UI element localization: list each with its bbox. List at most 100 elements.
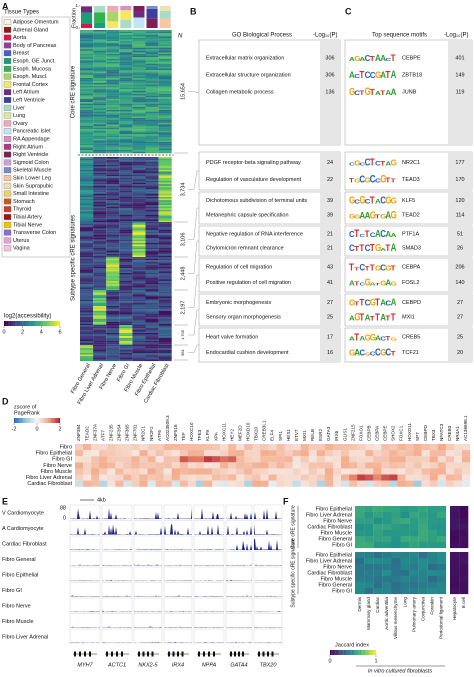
coverage-track [134, 595, 162, 597]
column-label: ZNF365 [125, 424, 130, 441]
gene-label: NPPA [202, 662, 217, 668]
heatmap-cell [132, 325, 146, 327]
column-label: ZNF37A [92, 423, 97, 441]
heatmap-cell [158, 263, 172, 266]
heatmap-cell [132, 195, 146, 198]
motif-letter: G [354, 54, 360, 63]
heatmap-cell [158, 78, 172, 80]
heatmap-cell [93, 70, 107, 72]
track-frame [69, 535, 101, 551]
heatmap-cell [252, 462, 261, 469]
heatmap-cell [106, 55, 120, 58]
heatmap-cell [93, 342, 107, 345]
heatmap-cell [106, 145, 120, 147]
heatmap-cell [158, 57, 172, 59]
heatmap-cell [119, 266, 133, 269]
heatmap-cell [123, 468, 132, 475]
heatmap-cell [158, 205, 172, 207]
motif-name: ZBTB18 [402, 72, 422, 78]
heatmap-cell [80, 269, 94, 272]
heatmap-cell [450, 536, 460, 543]
column-label: XPA [213, 431, 218, 441]
heatmap-cell [132, 341, 146, 343]
track-frame [163, 628, 193, 644]
heatmap-cell [80, 74, 94, 77]
colorbar-step [333, 650, 335, 655]
heatmap-cell [365, 480, 374, 487]
heatmap-cell [115, 450, 124, 457]
heatmap-cell [132, 181, 146, 183]
colorbar-tick-label: 1 [374, 658, 377, 664]
heatmap-cell [158, 302, 172, 305]
colorbar-title: log2(accessibility) [4, 314, 51, 320]
colorbar-step [350, 650, 352, 655]
heatmap-cell [106, 113, 120, 115]
heatmap-cell [132, 142, 146, 144]
heatmap-cell [459, 536, 469, 543]
heatmap-cell [145, 177, 159, 180]
heatmap-cell [106, 200, 120, 202]
heatmap-cell [106, 317, 120, 319]
heatmap-cell [93, 268, 107, 270]
coverage-track [134, 564, 162, 566]
heatmap-cell [119, 351, 133, 354]
heatmap-cell [80, 66, 94, 69]
fraction-segment [146, 18, 158, 28]
heatmap-cell [145, 39, 159, 42]
heatmap-cell [171, 450, 180, 457]
heatmap-cell [132, 322, 146, 324]
heatmap-cell [80, 342, 94, 345]
heatmap-cell [106, 271, 120, 274]
motif-letter: A [375, 91, 381, 97]
heatmap-cell [382, 506, 392, 513]
p-value: 27 [457, 300, 463, 306]
legend-entry: Skin Suprapubic [13, 183, 53, 189]
heatmap-cell [106, 249, 120, 251]
legend-entry: Transverse Colon [13, 230, 56, 236]
column-label: CEBPE [383, 425, 388, 441]
heatmap-cell [80, 42, 94, 45]
panel-label: B [190, 6, 197, 16]
heatmap-cell [461, 444, 471, 451]
heatmap-cell [145, 127, 159, 130]
heatmap-cell [158, 339, 172, 342]
p-value: 51 [457, 232, 463, 238]
heatmap-cell [106, 68, 120, 71]
heatmap-cell [83, 444, 92, 451]
column-label: ATF6 [157, 430, 162, 441]
heatmap-cell [106, 325, 120, 327]
heatmap-cell [93, 60, 107, 63]
heatmap-cell [145, 126, 159, 128]
go-term: Dichotomous subdivision of terminal unit… [206, 198, 307, 204]
row-label: Fibro GI [332, 542, 352, 548]
heatmap-cell [145, 58, 159, 61]
heatmap-cell [119, 30, 133, 32]
heatmap-cell [365, 462, 374, 469]
heatmap-cell [119, 291, 133, 294]
p-value: 306 [325, 72, 334, 78]
motif-letter: C [354, 74, 360, 79]
heatmap-cell [382, 576, 392, 583]
exon [213, 651, 215, 657]
heatmap-cell [132, 111, 146, 114]
colorbar-step [349, 650, 351, 655]
heatmap-cell [445, 450, 455, 457]
heatmap-cell [106, 233, 120, 235]
heatmap-cell [158, 65, 172, 67]
motif-letter: C [380, 195, 386, 206]
motif-letter: T [370, 88, 375, 97]
heatmap-cell [93, 200, 107, 202]
heatmap-cell [106, 176, 120, 178]
heatmap-cell [106, 90, 120, 93]
motif-letter: T [354, 267, 359, 272]
heatmap-cell [158, 209, 172, 212]
heatmap-cell [145, 331, 159, 334]
motif-name: CEBPE [402, 55, 421, 61]
heatmap-cell [158, 269, 172, 272]
heatmap-cell [158, 160, 172, 162]
heatmap-cell [373, 564, 383, 571]
heatmap-cell [132, 302, 146, 305]
heatmap-cell [316, 462, 326, 469]
colorbar-step [42, 418, 44, 423]
heatmap-cell [400, 588, 410, 595]
